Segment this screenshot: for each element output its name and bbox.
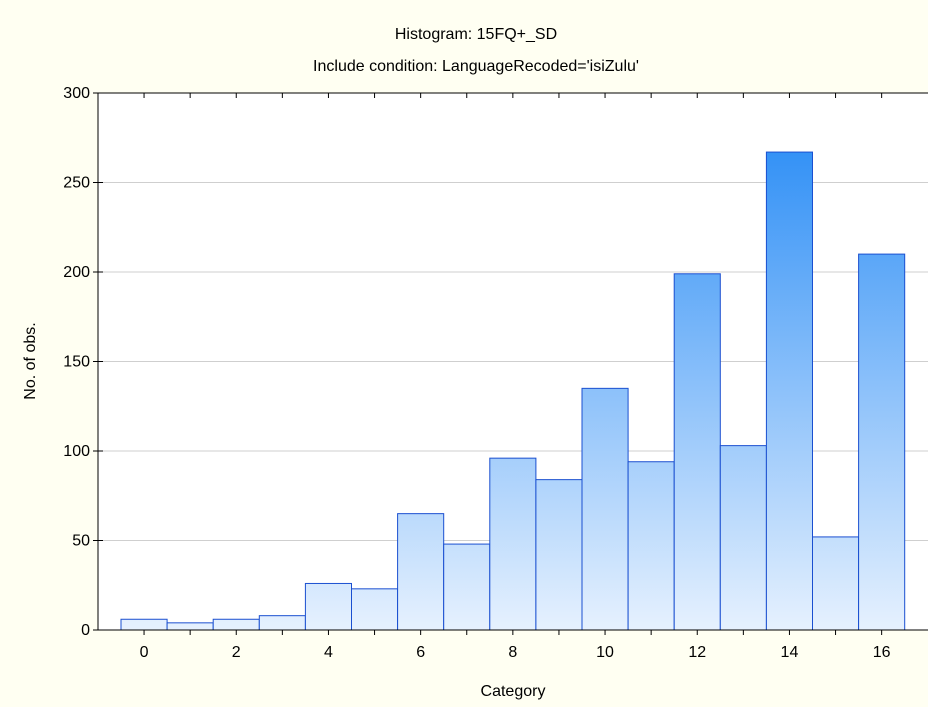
x-tick-label: 8 [508, 644, 517, 661]
y-tick-label: 100 [63, 443, 90, 460]
y-tick-label: 250 [63, 175, 90, 192]
x-tick-label: 0 [140, 644, 149, 661]
histogram-bar [397, 513, 445, 631]
y-tick-label: 0 [81, 622, 90, 639]
histogram-bar [166, 622, 214, 631]
histogram-bar [673, 273, 721, 631]
x-tick-label: 16 [873, 644, 891, 661]
y-tick-label: 200 [63, 264, 90, 281]
y-tick-label: 150 [63, 354, 90, 371]
histogram-bar [489, 457, 537, 631]
histogram-bar [719, 445, 767, 631]
x-axis-title: Category [481, 683, 546, 700]
histogram-bar [258, 615, 306, 631]
chart-subtitle: Include condition: LanguageRecoded='isiZ… [313, 58, 639, 75]
histogram-bar [581, 387, 629, 631]
histogram-bar [443, 543, 491, 631]
histogram-bar [858, 253, 906, 631]
x-tick-label: 12 [688, 644, 706, 661]
y-axis-title: No. of obs. [22, 322, 39, 399]
x-tick-label: 14 [781, 644, 799, 661]
bars [120, 151, 906, 631]
x-tick-label: 2 [232, 644, 241, 661]
y-tick-label: 50 [72, 533, 90, 550]
histogram-bar [120, 618, 168, 631]
histogram-bar [304, 582, 352, 631]
histogram-bar [351, 588, 399, 631]
ticks: 0 50 100 150 200 250 300 0 2 4 6 8 10 12 14 16 [63, 85, 890, 661]
y-tick-label: 300 [63, 85, 90, 102]
histogram-bar [212, 618, 260, 631]
histogram-bar [627, 461, 675, 631]
x-tick-label: 10 [596, 644, 614, 661]
histogram-bar [812, 536, 860, 631]
histogram-bar [765, 151, 814, 631]
chart-title: Histogram: 15FQ+_SD [395, 26, 557, 43]
histogram-bar [535, 479, 583, 631]
x-tick-label: 4 [324, 644, 333, 661]
x-tick-label: 6 [416, 644, 425, 661]
